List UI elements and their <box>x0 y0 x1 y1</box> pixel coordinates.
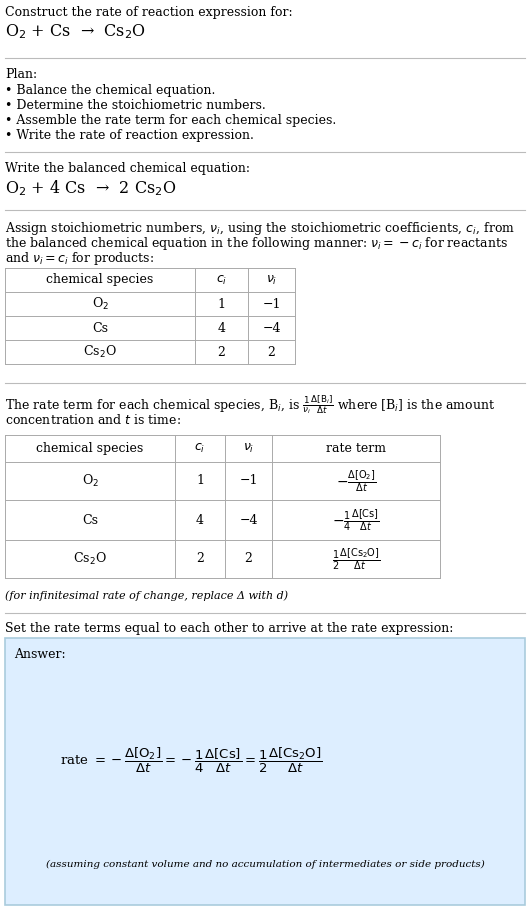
Text: Assign stoichiometric numbers, $\nu_i$, using the stoichiometric coefficients, $: Assign stoichiometric numbers, $\nu_i$, … <box>5 220 515 237</box>
Text: $c_i$: $c_i$ <box>216 273 227 287</box>
Text: 4: 4 <box>217 321 225 334</box>
Text: −1: −1 <box>239 475 258 488</box>
Text: and $\nu_i = c_i$ for products:: and $\nu_i = c_i$ for products: <box>5 250 154 267</box>
Text: Plan:: Plan: <box>5 68 37 81</box>
Text: $c_i$: $c_i$ <box>195 442 206 455</box>
Text: O$_2$: O$_2$ <box>92 296 109 312</box>
Text: O$_2$: O$_2$ <box>82 473 99 489</box>
Text: Cs: Cs <box>82 514 98 527</box>
Text: O$_2$ + Cs  →  Cs$_2$O: O$_2$ + Cs → Cs$_2$O <box>5 22 146 41</box>
Text: 2: 2 <box>268 346 276 359</box>
Text: 1: 1 <box>217 298 225 311</box>
Text: 1: 1 <box>196 475 204 488</box>
Text: Cs$_2$O: Cs$_2$O <box>83 344 117 360</box>
Text: 2: 2 <box>217 346 225 359</box>
Text: chemical species: chemical species <box>47 273 154 287</box>
Text: The rate term for each chemical species, B$_i$, is $\frac{1}{\nu_i}\frac{\Delta[: The rate term for each chemical species,… <box>5 393 496 416</box>
Text: Answer:: Answer: <box>14 648 66 661</box>
Text: 2: 2 <box>196 552 204 566</box>
Text: Cs$_2$O: Cs$_2$O <box>73 551 107 568</box>
Text: −4: −4 <box>239 514 258 527</box>
Text: $-\frac{1}{4}\frac{\Delta[\mathrm{Cs}]}{\Delta t}$: $-\frac{1}{4}\frac{\Delta[\mathrm{Cs}]}{… <box>332 508 380 533</box>
Text: $\nu_i$: $\nu_i$ <box>243 442 254 455</box>
Text: (assuming constant volume and no accumulation of intermediates or side products): (assuming constant volume and no accumul… <box>46 860 484 869</box>
Text: $\frac{1}{2}\frac{\Delta[\mathrm{Cs_2O}]}{\Delta t}$: $\frac{1}{2}\frac{\Delta[\mathrm{Cs_2O}]… <box>332 546 380 572</box>
Text: rate term: rate term <box>326 442 386 455</box>
Text: the balanced chemical equation in the following manner: $\nu_i = -c_i$ for react: the balanced chemical equation in the fo… <box>5 235 508 252</box>
Text: Construct the rate of reaction expression for:: Construct the rate of reaction expressio… <box>5 6 293 19</box>
Text: Set the rate terms equal to each other to arrive at the rate expression:: Set the rate terms equal to each other t… <box>5 622 453 635</box>
Text: concentration and $t$ is time:: concentration and $t$ is time: <box>5 413 181 427</box>
Text: −4: −4 <box>262 321 281 334</box>
Text: 2: 2 <box>244 552 252 566</box>
Text: • Write the rate of reaction expression.: • Write the rate of reaction expression. <box>5 129 254 142</box>
Text: O$_2$ + 4 Cs  →  2 Cs$_2$O: O$_2$ + 4 Cs → 2 Cs$_2$O <box>5 178 176 198</box>
Text: −1: −1 <box>262 298 281 311</box>
Text: (for infinitesimal rate of change, replace Δ with d): (for infinitesimal rate of change, repla… <box>5 590 288 600</box>
Text: 4: 4 <box>196 514 204 527</box>
Text: $-\frac{\Delta[\mathrm{O_2}]}{\Delta t}$: $-\frac{\Delta[\mathrm{O_2}]}{\Delta t}$ <box>336 469 376 494</box>
Text: $\nu_i$: $\nu_i$ <box>266 273 277 287</box>
Text: • Determine the stoichiometric numbers.: • Determine the stoichiometric numbers. <box>5 99 266 112</box>
FancyBboxPatch shape <box>5 638 525 905</box>
Text: • Balance the chemical equation.: • Balance the chemical equation. <box>5 84 215 97</box>
Text: rate $= -\dfrac{\Delta[\mathrm{O_2}]}{\Delta t} = -\dfrac{1}{4}\dfrac{\Delta[\ma: rate $= -\dfrac{\Delta[\mathrm{O_2}]}{\D… <box>60 745 323 775</box>
Text: Cs: Cs <box>92 321 108 334</box>
Text: • Assemble the rate term for each chemical species.: • Assemble the rate term for each chemic… <box>5 114 336 127</box>
Text: Write the balanced chemical equation:: Write the balanced chemical equation: <box>5 162 250 175</box>
Text: chemical species: chemical species <box>37 442 144 455</box>
